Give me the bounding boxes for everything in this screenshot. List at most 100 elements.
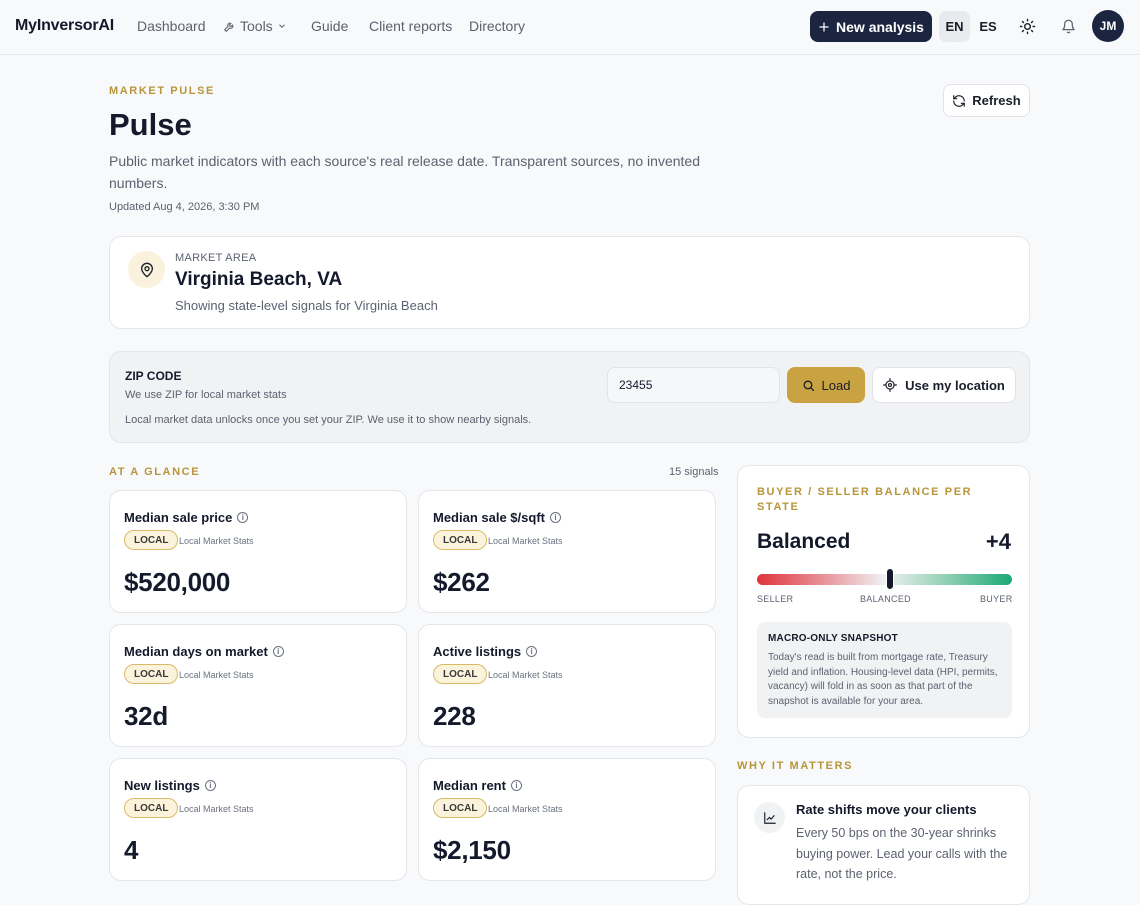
signals-count: 15 signals [669, 466, 719, 478]
stat-source: Local Market Stats [179, 536, 254, 546]
top-bar: MyInversorAI Dashboard Tools Guide Clien… [0, 0, 1140, 55]
stat-title: New listings i [124, 778, 216, 793]
notifications-button[interactable] [1056, 14, 1080, 38]
search-icon [803, 379, 814, 391]
nav-guide[interactable]: Guide [311, 18, 349, 34]
load-button[interactable]: Load [787, 367, 865, 403]
stat-value: 228 [433, 701, 476, 731]
lang-en-button[interactable]: EN [939, 11, 970, 42]
stat-card-new-listings[interactable]: New listings i LOCAL Local Market Stats 4 [109, 758, 407, 881]
stat-source: Local Market Stats [488, 670, 563, 680]
info-icon[interactable]: i [237, 512, 249, 523]
stat-value: $2,150 [433, 835, 511, 865]
stat-card-median-sale-sqft[interactable]: Median sale $/sqft i LOCAL Local Market S… [418, 490, 716, 613]
market-area-label: MARKET AREA [175, 252, 257, 264]
bell-icon [1061, 19, 1075, 33]
zip-code-card: ZIP CODE We use ZIP for local market sta… [109, 351, 1030, 443]
macro-snapshot-note: MACRO-ONLY SNAPSHOT Today's read is buil… [757, 622, 1012, 718]
local-badge: LOCAL [124, 530, 179, 550]
balance-score: +4 [985, 529, 1011, 554]
stat-card-days-on-market[interactable]: Median days on market i LOCAL Local Marke… [109, 624, 407, 747]
use-my-location-button[interactable]: Use my location [872, 367, 1016, 403]
new-analysis-label: New analysis [836, 18, 924, 35]
stat-card-median-sale-price[interactable]: Median sale price i LOCAL Local Market St… [109, 490, 407, 613]
stat-title-text: Active listings [433, 644, 522, 659]
glance-eyebrow: AT A GLANCE [109, 466, 201, 478]
updated-timestamp: Updated Aug 4, 2026, 3:30 PM [109, 201, 260, 213]
nav-dashboard[interactable]: Dashboard [137, 18, 206, 34]
local-badge: LOCAL [433, 798, 488, 818]
why-text: Every 50 bps on the 30-year shrinks buyi… [796, 826, 1008, 881]
local-badge: LOCAL [124, 664, 179, 684]
buyer-label: BUYER [980, 594, 1013, 604]
stat-value: $262 [433, 567, 490, 597]
stat-title: Active listings i [433, 644, 538, 659]
stat-source: Local Market Stats [488, 804, 563, 814]
local-badge: LOCAL [433, 664, 488, 684]
sun-icon [1019, 18, 1035, 34]
why-title: Rate shifts move your clients [796, 802, 977, 817]
local-badge: LOCAL [124, 798, 179, 818]
seller-label: SELLER [757, 594, 794, 604]
zip-subtitle: We use ZIP for local market stats [125, 389, 287, 401]
lang-es-button[interactable]: ES [979, 19, 997, 34]
load-label: Load [821, 377, 851, 393]
stat-source: Local Market Stats [179, 670, 254, 680]
stat-source: Local Market Stats [488, 536, 563, 546]
local-badge: LOCAL [433, 530, 488, 550]
page-eyebrow: MARKET PULSE [109, 85, 215, 97]
stat-source: Local Market Stats [179, 804, 254, 814]
market-area-card: MARKET AREA Virginia Beach, VA Showing s… [109, 236, 1030, 329]
info-icon[interactable]: i [272, 646, 284, 657]
zip-title: ZIP CODE [125, 369, 182, 383]
balance-state: Balanced [757, 530, 851, 553]
buyer-seller-balance-card: BUYER / SELLER BALANCE PER STATE Balance… [737, 465, 1030, 738]
avatar[interactable]: JM [1092, 10, 1124, 42]
wrench-icon [224, 22, 234, 32]
page-subtitle: Public market indicators with each sourc… [109, 153, 700, 191]
stat-title-text: Median days on market [124, 644, 268, 659]
balance-eyebrow: BUYER / SELLER BALANCE PER STATE [757, 486, 973, 513]
new-analysis-button[interactable]: New analysis [810, 11, 932, 42]
nav-tools-label: Tools [240, 18, 273, 34]
why-eyebrow: WHY IT MATTERS [737, 760, 854, 772]
map-pin-icon [128, 251, 165, 288]
plus-icon [819, 21, 829, 32]
nav-directory[interactable]: Directory [469, 18, 526, 34]
balance-gauge [757, 574, 1012, 585]
stat-value: $520,000 [124, 567, 231, 597]
refresh-button[interactable]: Refresh [943, 84, 1030, 117]
why-it-matters-card: Rate shifts move your clients Every 50 b… [737, 785, 1030, 905]
info-icon[interactable]: i [549, 512, 561, 523]
zip-input[interactable] [607, 367, 780, 403]
stat-value: 32d [124, 701, 168, 731]
brand-logo[interactable]: MyInversorAI [15, 17, 114, 34]
theme-toggle-button[interactable] [1015, 14, 1039, 38]
nav-tools[interactable]: Tools [223, 18, 287, 34]
macro-text: Today's read is built from mortgage rate… [768, 652, 998, 707]
balance-indicator [885, 568, 894, 590]
refresh-icon [953, 94, 966, 107]
stat-title: Median rent i [433, 778, 522, 793]
use-my-location-label: Use my location [905, 377, 1005, 393]
market-area-city: Virginia Beach, VA [175, 269, 343, 290]
chevron-down-icon [278, 24, 285, 28]
zip-note: Local market data unlocks once you set y… [125, 414, 532, 426]
trend-chart-icon [754, 802, 785, 833]
stat-title: Median days on market i [124, 644, 284, 659]
info-icon[interactable]: i [526, 646, 538, 657]
stat-title: Median sale $/sqft i [433, 510, 561, 525]
refresh-label: Refresh [972, 93, 1021, 108]
stat-title-text: Median rent [433, 778, 506, 793]
stat-card-median-rent[interactable]: Median rent i LOCAL Local Market Stats $2… [418, 758, 716, 881]
stat-card-active-listings[interactable]: Active listings i LOCAL Local Market Stat… [418, 624, 716, 747]
stat-title-text: New listings [124, 778, 200, 793]
nav-client-reports[interactable]: Client reports [369, 18, 453, 34]
stat-title-text: Median sale $/sqft [433, 510, 545, 525]
info-icon[interactable]: i [510, 780, 522, 791]
stat-value: 4 [124, 835, 139, 865]
macro-title: MACRO-ONLY SNAPSHOT [768, 633, 898, 644]
page-title: Pulse [109, 107, 192, 142]
stat-title-text: Median sale price [124, 510, 233, 525]
info-icon[interactable]: i [204, 780, 216, 791]
